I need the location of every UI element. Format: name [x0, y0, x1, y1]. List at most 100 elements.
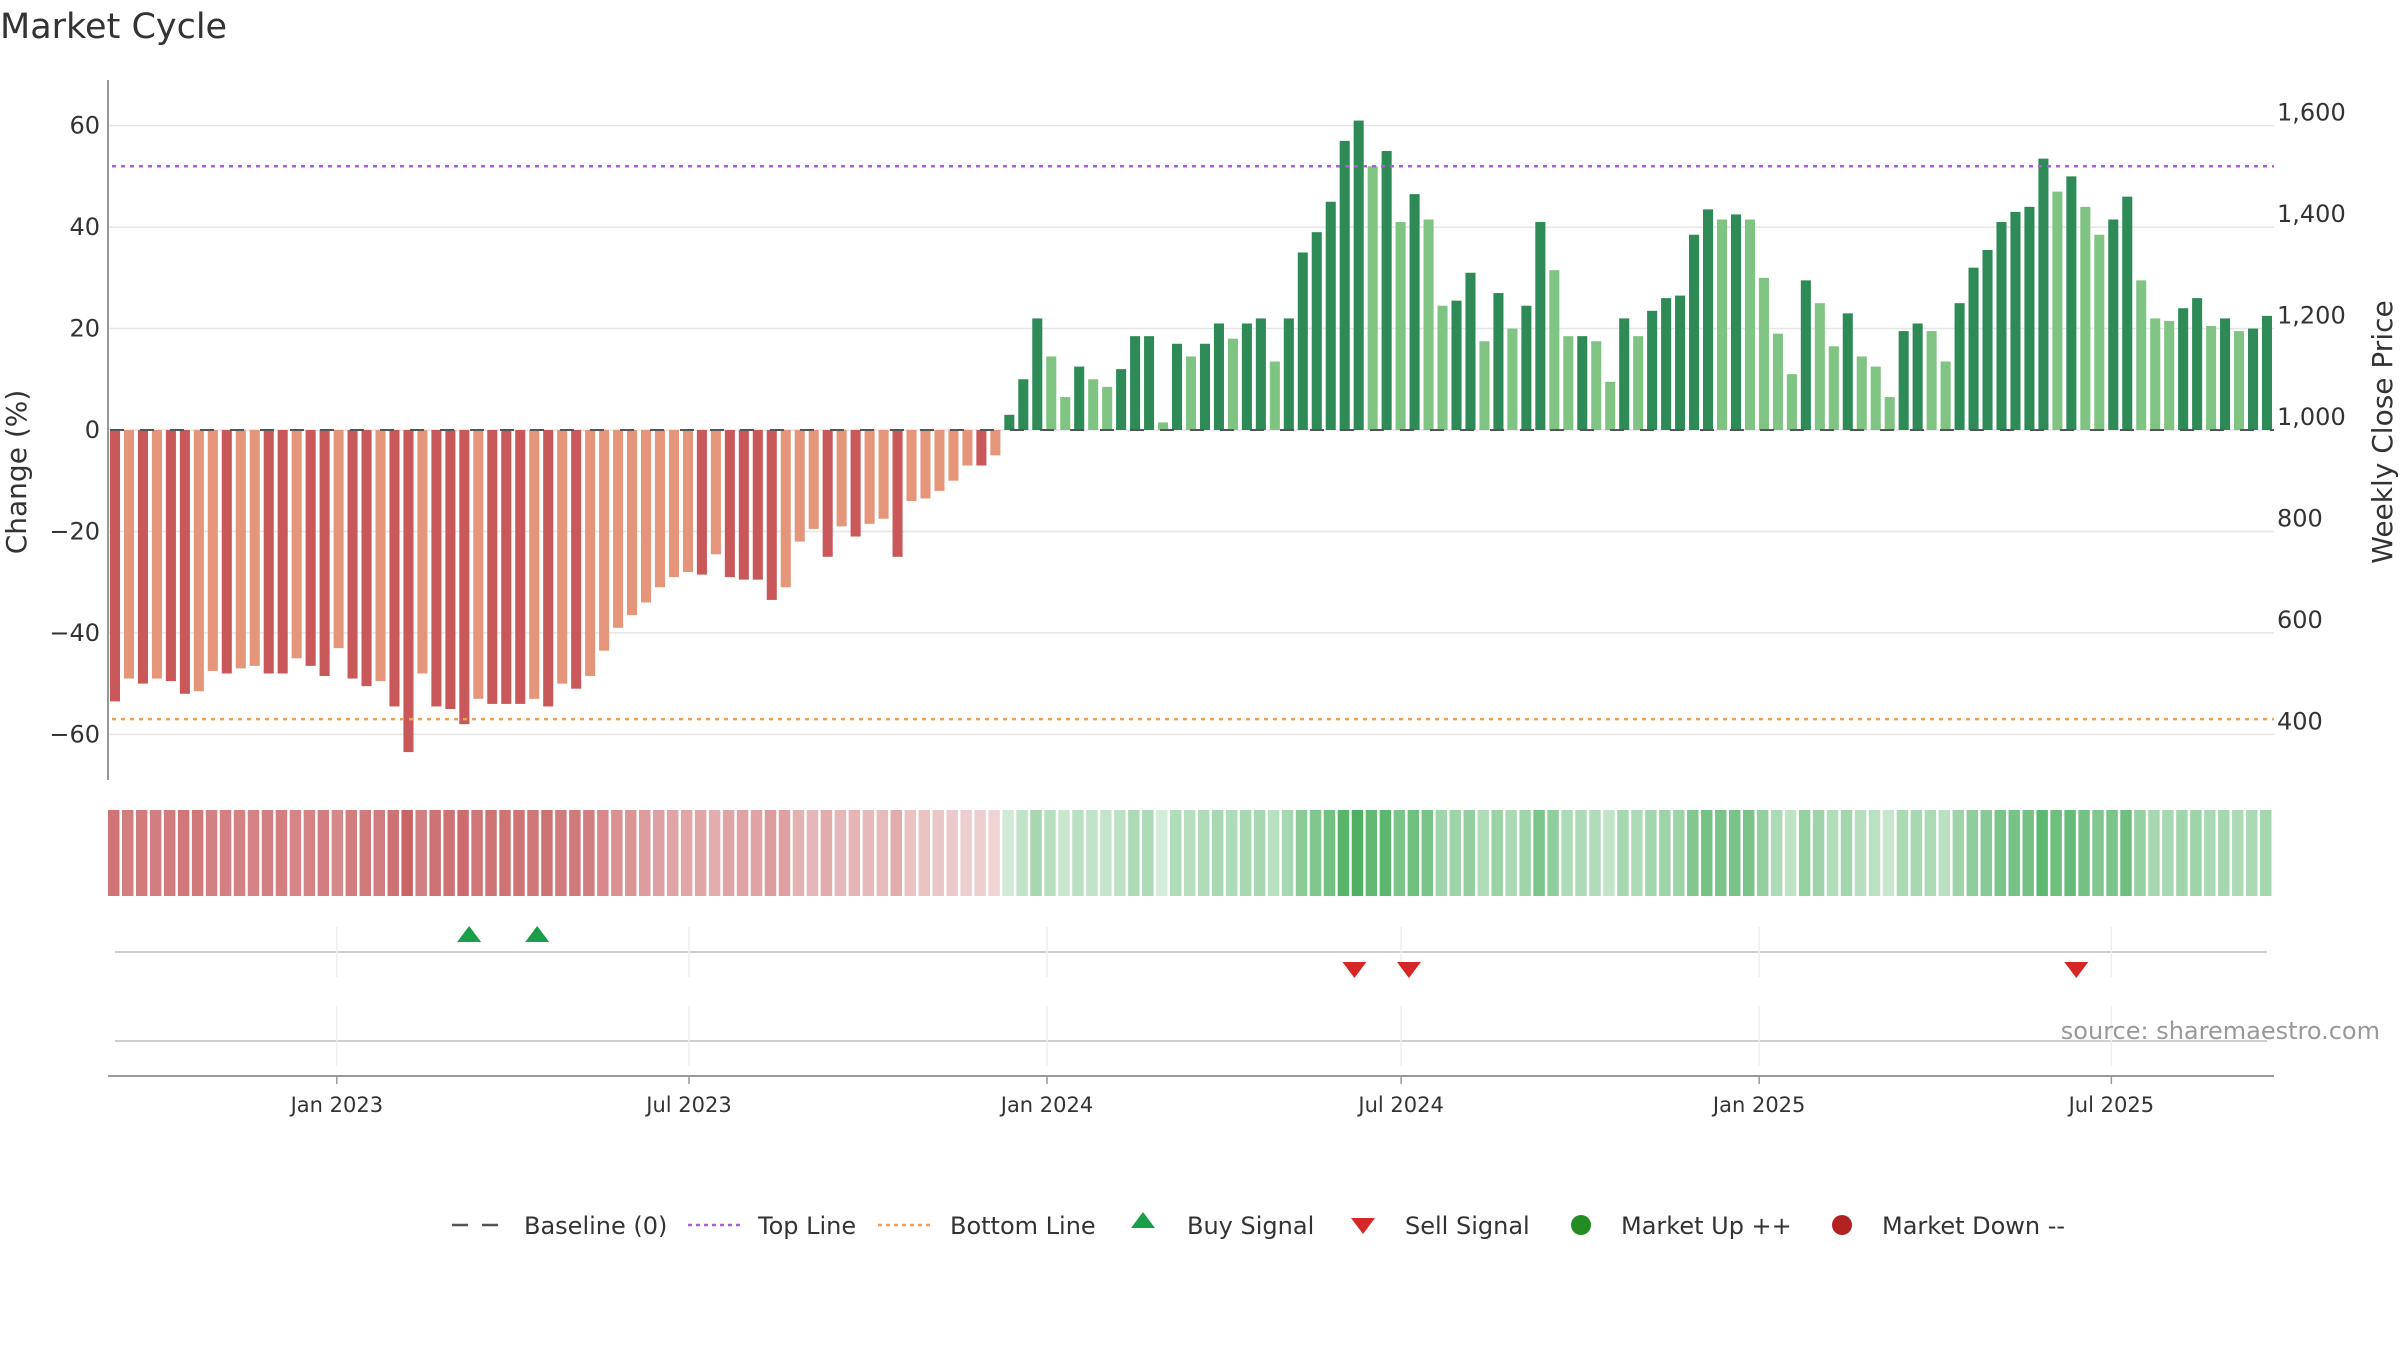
legend-label: Market Down -- [1882, 1212, 2065, 1240]
source-label: source: sharemaestro.com [2061, 1017, 2380, 1045]
heat-cell [1239, 810, 1252, 896]
change-bar [1074, 366, 1085, 430]
heat-cell [1617, 810, 1629, 896]
heat-cell [1994, 810, 2006, 896]
heat-cell [471, 810, 483, 896]
change-bar [1451, 300, 1462, 430]
heat-cell [135, 810, 148, 896]
sell-signal-marker [1342, 962, 1367, 978]
change-bar [1940, 361, 1951, 430]
change-bar [794, 430, 805, 542]
change-bar [1283, 318, 1294, 430]
heat-cell [1407, 810, 1420, 896]
heat-cell [163, 810, 176, 896]
change-bar [571, 430, 582, 689]
heat-cell [1044, 810, 1056, 896]
heat-cell [1505, 810, 1517, 896]
change-bar [1982, 249, 1993, 430]
heat-cell [1477, 810, 1489, 896]
heat-cell [680, 810, 693, 896]
heat-cell [1589, 810, 1601, 896]
change-bar [962, 430, 973, 466]
change-bar [1088, 379, 1099, 430]
change-bar [2038, 158, 2049, 431]
change-bar [389, 430, 400, 707]
left-tick-label: −60 [49, 720, 100, 748]
change-bar [2136, 280, 2147, 430]
heat-cell [750, 810, 763, 896]
heat-cell [219, 810, 232, 896]
change-bar [2094, 234, 2105, 430]
heat-cell [2232, 810, 2244, 896]
heat-cell [1868, 810, 1881, 896]
heat-cell [1337, 810, 1350, 896]
change-bar [1716, 219, 1728, 430]
x-tick-label: Jul 2023 [644, 1093, 731, 1117]
heat-cell [499, 810, 511, 896]
heat-cell [1253, 810, 1266, 896]
change-bar [1060, 397, 1071, 430]
heat-cell [2246, 810, 2258, 896]
cycle-heat-strip [108, 810, 2272, 896]
legend-label: Bottom Line [950, 1212, 1096, 1240]
heat-cell [862, 810, 875, 896]
heat-cell [1295, 810, 1308, 896]
right-y-ticks: 1,600 1,400 1,200 1,000 800 600 400 [2277, 99, 2346, 736]
heat-cell [1379, 810, 1392, 896]
heat-cell [639, 810, 651, 896]
change-bar [976, 430, 987, 466]
heat-cell [1086, 810, 1098, 896]
change-bar [361, 430, 372, 687]
x-tick-label: Jan 2024 [999, 1093, 1094, 1117]
change-bar [1144, 336, 1155, 430]
change-bar [990, 430, 1001, 456]
change-bar [193, 430, 204, 692]
heat-cell [108, 810, 120, 896]
heat-cell [541, 810, 553, 896]
heat-cell [722, 810, 735, 896]
heat-cell [569, 810, 581, 896]
change-bar [627, 430, 638, 616]
heat-cell [1561, 810, 1573, 896]
heat-cell [904, 810, 916, 896]
heat-cell [2064, 810, 2076, 896]
change-bar [1968, 267, 1979, 430]
change-bar [1311, 232, 1322, 430]
change-bar [1213, 323, 1224, 430]
heat-cell [1281, 810, 1294, 896]
change-bar [836, 430, 847, 527]
change-bar [780, 430, 791, 588]
heat-cell [1211, 810, 1224, 896]
heat-cell [1351, 810, 1364, 896]
change-bar [2122, 196, 2133, 430]
heat-cell [1100, 810, 1112, 896]
left-tick-label: −40 [49, 619, 100, 647]
heat-cell [457, 810, 469, 896]
heat-cell [1184, 810, 1196, 896]
change-bar [738, 430, 749, 580]
heat-cell [1365, 810, 1378, 896]
heat-cell [2260, 810, 2272, 896]
heat-cell [1896, 810, 1909, 896]
heat-cell [2050, 810, 2062, 896]
heat-cell [1575, 810, 1587, 896]
change-bar [319, 430, 330, 677]
change-bar [417, 430, 428, 674]
heat-cell [1128, 810, 1140, 896]
heat-cell [1058, 810, 1070, 896]
legend-down-marker [1832, 1215, 1852, 1235]
change-bar [459, 430, 470, 725]
left-y-axis-title: Change (%) [0, 390, 33, 555]
change-bar [668, 430, 679, 578]
change-bar [263, 430, 274, 674]
legend-label: Baseline (0) [524, 1212, 667, 1240]
heat-cell [2120, 810, 2132, 896]
heat-cell [1142, 810, 1154, 896]
change-bar [1479, 341, 1490, 430]
heat-cell [974, 810, 986, 896]
signal-panel [115, 926, 2267, 978]
heat-cell [1687, 810, 1699, 896]
heat-cell [2190, 810, 2202, 896]
change-bar [1996, 222, 2007, 430]
change-bar [515, 430, 526, 704]
